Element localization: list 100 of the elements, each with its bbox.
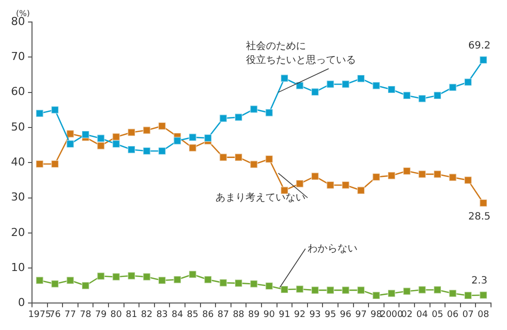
x-tick-label: 86 [202, 310, 214, 320]
point [388, 289, 396, 298]
data-label: 2.3 [471, 276, 488, 287]
x-tick-label: 76 [49, 310, 61, 320]
point [479, 198, 488, 208]
x-tick-label: 95 [324, 310, 336, 320]
point [448, 289, 457, 298]
y-tick-label: 20 [10, 226, 25, 239]
point [142, 126, 151, 134]
x-tick-label: 77 [64, 310, 76, 320]
point [296, 180, 304, 188]
point [311, 172, 320, 180]
point [188, 133, 197, 142]
point [204, 134, 212, 142]
point [50, 160, 59, 168]
x-tick-label: 85 [186, 310, 198, 320]
x-tick-label: 06 [447, 310, 459, 320]
point [250, 160, 258, 168]
data-label: 69.2 [468, 40, 490, 52]
point [388, 85, 396, 94]
point [96, 142, 105, 150]
point [173, 276, 182, 284]
point [188, 144, 197, 152]
x-tick-label: 88 [232, 310, 245, 320]
point [402, 167, 411, 176]
point [234, 153, 243, 162]
point [342, 80, 350, 88]
point [188, 270, 197, 278]
point [265, 155, 274, 164]
point [418, 286, 426, 294]
x-tick-label: 96 [340, 310, 352, 320]
x-tick-label: 97 [355, 310, 367, 320]
y-tick-label: 10 [10, 260, 25, 274]
point [250, 280, 258, 288]
point [464, 78, 472, 86]
point [234, 279, 243, 288]
point [158, 146, 166, 156]
x-tick-label: 08 [478, 310, 490, 320]
point [173, 136, 182, 145]
x-tick-label: 2000 [380, 310, 404, 320]
data-label: 28.5 [468, 212, 490, 223]
point [158, 122, 166, 130]
y-tick-label: 50 [10, 120, 25, 134]
x-tick-label: 78 [80, 310, 92, 320]
point [448, 83, 457, 92]
point [36, 276, 44, 284]
point [418, 94, 426, 103]
point [66, 276, 74, 284]
x-tick-label: 80 [110, 310, 122, 320]
point [112, 272, 120, 281]
x-tick-label: 83 [156, 310, 168, 320]
x-tick-label: 81 [126, 310, 138, 320]
point [296, 82, 304, 90]
point [250, 105, 258, 114]
point [372, 172, 380, 182]
point [311, 286, 320, 294]
point [265, 282, 274, 290]
x-tick-label: 05 [432, 310, 444, 320]
point [311, 88, 320, 96]
x-tick-label: 79 [95, 310, 107, 320]
x-tick-label: 1975 [28, 310, 52, 320]
point [280, 285, 288, 294]
y-tick-label: 30 [10, 190, 25, 204]
point [356, 286, 365, 294]
point [96, 134, 105, 142]
point [36, 160, 44, 168]
x-tick-label: 04 [416, 310, 428, 320]
point [234, 113, 243, 122]
x-tick-label: 84 [172, 310, 184, 320]
point [142, 272, 151, 281]
point [372, 82, 380, 90]
point [418, 170, 426, 178]
point [326, 181, 334, 190]
point [388, 172, 396, 180]
point [36, 109, 44, 118]
point [433, 286, 442, 294]
point [204, 276, 212, 284]
point [66, 130, 74, 138]
point [433, 170, 442, 178]
series-label: 社会のために役立ちたいと思っている [246, 40, 356, 66]
point [342, 286, 350, 294]
point [219, 114, 228, 122]
point [464, 176, 472, 184]
series-label: あまり考えていない [216, 191, 306, 204]
point [326, 286, 334, 294]
point [448, 173, 457, 182]
x-tick-label: 90 [263, 310, 276, 320]
y-tick-label: 60 [10, 85, 25, 98]
point [265, 108, 274, 117]
x-tick-label: 98 [370, 310, 382, 320]
x-tick-label: 89 [248, 310, 260, 320]
point [127, 128, 136, 136]
x-tick-label: 91 [278, 310, 290, 320]
point [158, 276, 166, 284]
point [326, 80, 334, 88]
point [479, 291, 488, 300]
y-axis-title: (%) [16, 9, 30, 18]
x-tick-label: 87 [218, 310, 229, 320]
point [356, 186, 365, 194]
text: わからない [307, 243, 358, 254]
